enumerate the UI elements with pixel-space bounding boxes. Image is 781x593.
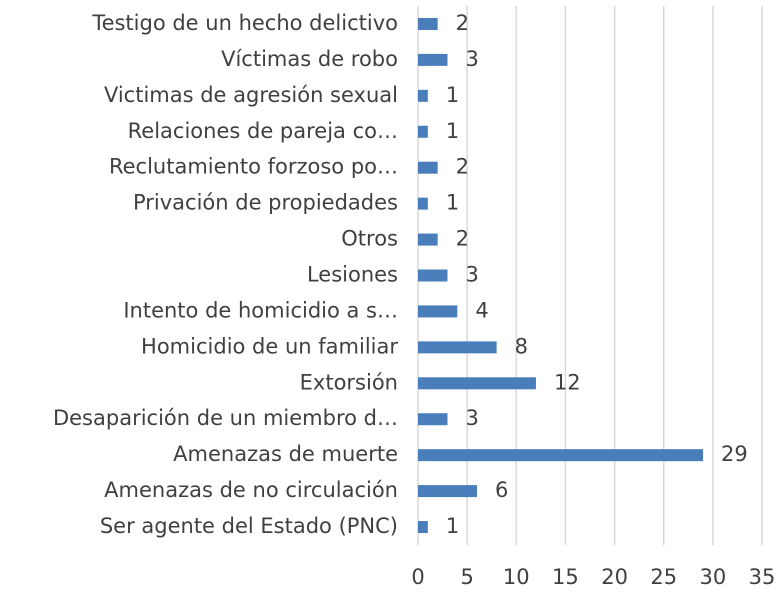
x-tick-label: 10 [503, 565, 530, 589]
x-tick-label: 5 [460, 565, 473, 589]
bar [418, 161, 438, 174]
y-tick-label: Ser agente del Estado (PNC) [100, 514, 398, 538]
value-label: 2 [456, 155, 469, 179]
bar [418, 125, 428, 138]
x-tick-label: 35 [749, 565, 776, 589]
value-label: 12 [554, 370, 581, 394]
value-label: 3 [465, 406, 478, 430]
bar [418, 341, 497, 354]
y-tick-label: Privación de propiedades [133, 191, 398, 215]
y-tick-label: Desaparición de un miembro d… [53, 406, 398, 430]
bar [418, 197, 428, 210]
y-tick-label: Amenazas de no circulación [104, 478, 398, 502]
value-label: 2 [456, 11, 469, 35]
y-tick-label: Lesiones [307, 263, 398, 287]
y-tick-label: Reclutamiento forzoso po… [109, 155, 398, 179]
bar [418, 233, 438, 246]
bar [418, 377, 536, 390]
bar [418, 89, 428, 102]
value-label: 6 [495, 478, 508, 502]
value-label: 29 [721, 442, 748, 466]
y-tick-label: Testigo de un hecho delictivo [91, 11, 398, 35]
bar [418, 305, 458, 318]
x-tick-label: 15 [552, 565, 579, 589]
y-tick-label: Amenazas de muerte [173, 442, 398, 466]
value-label: 4 [475, 298, 488, 322]
y-tick-label: Intento de homicidio a s… [123, 298, 398, 322]
bar [418, 269, 448, 282]
x-tick-label: 20 [601, 565, 628, 589]
value-label: 8 [515, 334, 528, 358]
x-tick-label: 25 [650, 565, 677, 589]
y-tick-label: Victimas de agresión sexual [104, 83, 398, 107]
y-tick-label: Otros [341, 227, 398, 251]
bar [418, 449, 704, 462]
value-label: 3 [465, 263, 478, 287]
value-label: 1 [446, 83, 459, 107]
value-label: 1 [446, 119, 459, 143]
bar [418, 53, 448, 66]
y-tick-label: Homicidio de un familiar [141, 334, 398, 358]
value-label: 3 [465, 47, 478, 71]
bar [418, 485, 477, 498]
bar [418, 413, 448, 426]
y-tick-label: Extorsión [300, 370, 398, 394]
x-tick-label: 0 [411, 565, 424, 589]
value-label: 2 [456, 227, 469, 251]
value-label: 1 [446, 191, 459, 215]
y-tick-label: Relaciones de pareja co… [128, 119, 398, 143]
bar [418, 17, 438, 30]
y-tick-label: Víctimas de robo [221, 47, 398, 71]
bar [418, 521, 428, 534]
x-tick-label: 30 [699, 565, 726, 589]
value-label: 1 [446, 514, 459, 538]
